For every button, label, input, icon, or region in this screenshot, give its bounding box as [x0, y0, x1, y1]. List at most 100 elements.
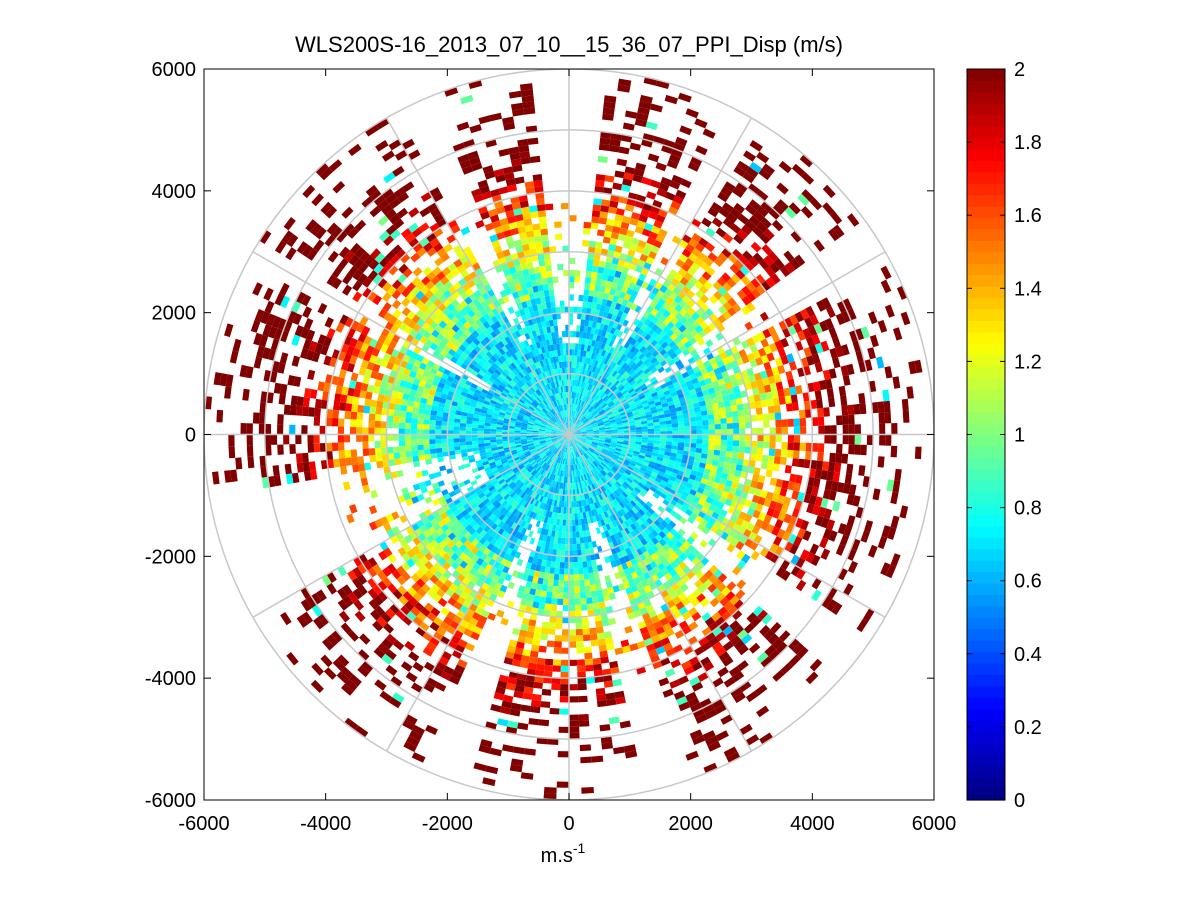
ppi-cell: [447, 438, 454, 443]
ppi-cell: [679, 344, 688, 353]
ppi-cell: [594, 403, 600, 410]
ppi-cell: [571, 416, 574, 423]
ppi-cell: [695, 289, 705, 299]
ppi-cell: [636, 320, 644, 329]
ppi-cell: [418, 408, 426, 415]
ppi-cell: [393, 446, 400, 453]
ppi-cell: [716, 276, 727, 287]
ppi-cell: [738, 349, 747, 358]
ppi-cell: [547, 404, 552, 410]
ppi-cell: [685, 380, 694, 387]
ppi-cell: [408, 207, 420, 218]
ppi-cell: [906, 386, 914, 399]
ppi-cell: [532, 342, 538, 350]
ppi-cell: [525, 299, 533, 307]
ppi-cell: [557, 380, 561, 387]
ppi-cell: [619, 227, 628, 236]
ppi-cell: [579, 356, 583, 363]
ppi-cell: [523, 307, 530, 315]
ppi-cell: [597, 316, 603, 324]
ppi-cell: [571, 367, 574, 374]
ppi-cell: [510, 102, 524, 111]
ppi-cell: [546, 404, 552, 411]
ppi-cell: [565, 416, 567, 423]
ppi-cell: [343, 434, 351, 443]
ppi-cell: [661, 402, 669, 408]
ppi-cell: [580, 430, 587, 433]
ppi-cell: [600, 317, 607, 325]
ppi-cell: [429, 294, 438, 304]
ppi-cell: [626, 413, 634, 418]
ppi-cell: [727, 253, 738, 264]
ppi-cell: [368, 448, 376, 456]
ppi-cell: [683, 390, 691, 397]
ppi-cell: [740, 390, 748, 398]
ppi-cell: [592, 401, 598, 408]
ppi-cell: [523, 294, 531, 302]
ppi-cell: [763, 228, 775, 240]
ppi-cell: [738, 422, 746, 429]
ppi-cell: [684, 364, 693, 372]
ppi-cell: [653, 239, 663, 249]
ppi-cell: [561, 392, 564, 399]
ppi-cell: [677, 267, 687, 277]
ppi-cell: [599, 376, 605, 383]
ppi-cell: [650, 308, 659, 317]
ppi-cell: [696, 375, 705, 382]
ppi-cell: [774, 357, 784, 367]
ppi-cell: [587, 390, 592, 397]
ppi-cell: [529, 248, 538, 256]
ppi-cell: [685, 108, 699, 119]
ppi-cell: [411, 450, 419, 457]
ppi-cell: [467, 309, 476, 318]
ppi-cell: [633, 397, 641, 403]
ppi-cell: [301, 425, 308, 435]
ppi-cell: [621, 415, 628, 420]
ppi-cell: [719, 351, 728, 360]
ppi-cell: [429, 439, 436, 445]
ppi-cell: [302, 452, 309, 463]
ppi-cell: [594, 284, 601, 292]
ppi-cell: [713, 385, 721, 393]
ppi-cell: [638, 371, 646, 379]
ppi-cell: [543, 385, 548, 392]
ppi-cell: [664, 416, 672, 421]
ppi-cell: [510, 362, 517, 370]
ppi-cell: [604, 224, 614, 232]
ppi-cell: [658, 330, 667, 339]
ppi-cell: [547, 332, 553, 340]
ppi-cell: [713, 290, 723, 300]
ppi-cell: [587, 377, 592, 384]
ppi-cell: [590, 308, 596, 316]
ppi-cell: [460, 332, 469, 341]
ppi-cell: [467, 301, 476, 310]
ppi-cell: [595, 174, 606, 182]
ppi-cell: [769, 262, 780, 274]
ppi-cell: [529, 311, 536, 319]
ppi-cell: [483, 437, 491, 441]
ppi-cell: [588, 246, 596, 254]
ppi-cell: [705, 339, 714, 348]
ppi-cell: [585, 332, 591, 340]
ppi-cell: [584, 382, 588, 389]
ppi-cell: [574, 380, 577, 387]
ppi-cell: [619, 397, 626, 403]
ppi-cell: [647, 428, 655, 432]
ppi-cell: [602, 292, 610, 300]
ppi-cell: [501, 338, 508, 346]
ppi-cell: [604, 387, 610, 394]
ppi-cell: [603, 357, 609, 365]
ppi-cell: [565, 398, 567, 405]
ppi-cell: [589, 345, 595, 353]
ppi-cell: [517, 350, 524, 357]
ppi-cell: [575, 380, 579, 387]
ppi-cell: [536, 389, 542, 396]
ppi-cell: [560, 355, 564, 362]
ppi-cell: [821, 297, 832, 309]
ppi-cell: [604, 380, 611, 387]
ppi-cell: [545, 398, 550, 405]
ppi-cell: [570, 416, 572, 423]
ppi-cell: [517, 289, 524, 298]
ppi-cell: [498, 348, 506, 356]
ppi-cell: [535, 398, 541, 404]
